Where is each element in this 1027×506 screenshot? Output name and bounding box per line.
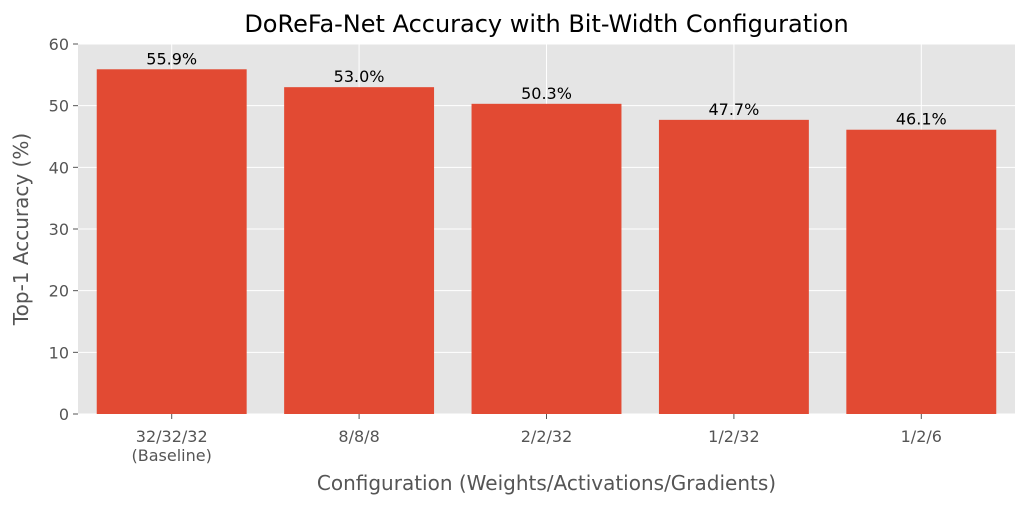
bar bbox=[284, 87, 435, 415]
y-tick-label: 10 bbox=[49, 343, 69, 362]
x-axis-label: Configuration (Weights/Activations/Gradi… bbox=[317, 471, 776, 495]
bar-value-label: 55.9% bbox=[146, 49, 197, 68]
y-tick-label: 0 bbox=[59, 405, 69, 424]
data-labels: 55.9% 53.0% 50.3% 47.7% 46.1% bbox=[146, 49, 946, 128]
bar-value-label: 53.0% bbox=[334, 67, 385, 86]
y-axis-label: Top-1 Accuracy (%) bbox=[9, 133, 33, 326]
bar bbox=[658, 119, 809, 414]
y-tick-label: 60 bbox=[49, 35, 69, 54]
bar bbox=[846, 129, 997, 414]
chart-title: DoReFa-Net Accuracy with Bit-Width Confi… bbox=[244, 10, 848, 38]
y-tick-label: 50 bbox=[49, 97, 69, 116]
bar-value-label: 46.1% bbox=[896, 110, 947, 129]
bar bbox=[96, 69, 247, 415]
y-axis-ticks: 0 10 20 30 40 50 60 bbox=[49, 35, 78, 424]
x-tick-label: 1/2/32 bbox=[708, 427, 760, 446]
y-tick-label: 20 bbox=[49, 282, 69, 301]
x-tick-label: 2/2/32 bbox=[521, 427, 573, 446]
bar-value-label: 47.7% bbox=[708, 100, 759, 119]
bar-value-label: 50.3% bbox=[521, 84, 572, 103]
y-tick-label: 40 bbox=[49, 158, 69, 177]
x-tick-label: 1/2/6 bbox=[901, 427, 942, 446]
x-axis-ticks: 32/32/32 (Baseline) 8/8/8 2/2/32 1/2/32 1/2/6 bbox=[132, 414, 942, 465]
bar bbox=[471, 103, 622, 415]
y-tick-label: 30 bbox=[49, 220, 69, 239]
bars bbox=[96, 69, 997, 415]
x-tick-label: 8/8/8 bbox=[338, 427, 379, 446]
x-tick-label: 32/32/32 (Baseline) bbox=[132, 427, 212, 465]
